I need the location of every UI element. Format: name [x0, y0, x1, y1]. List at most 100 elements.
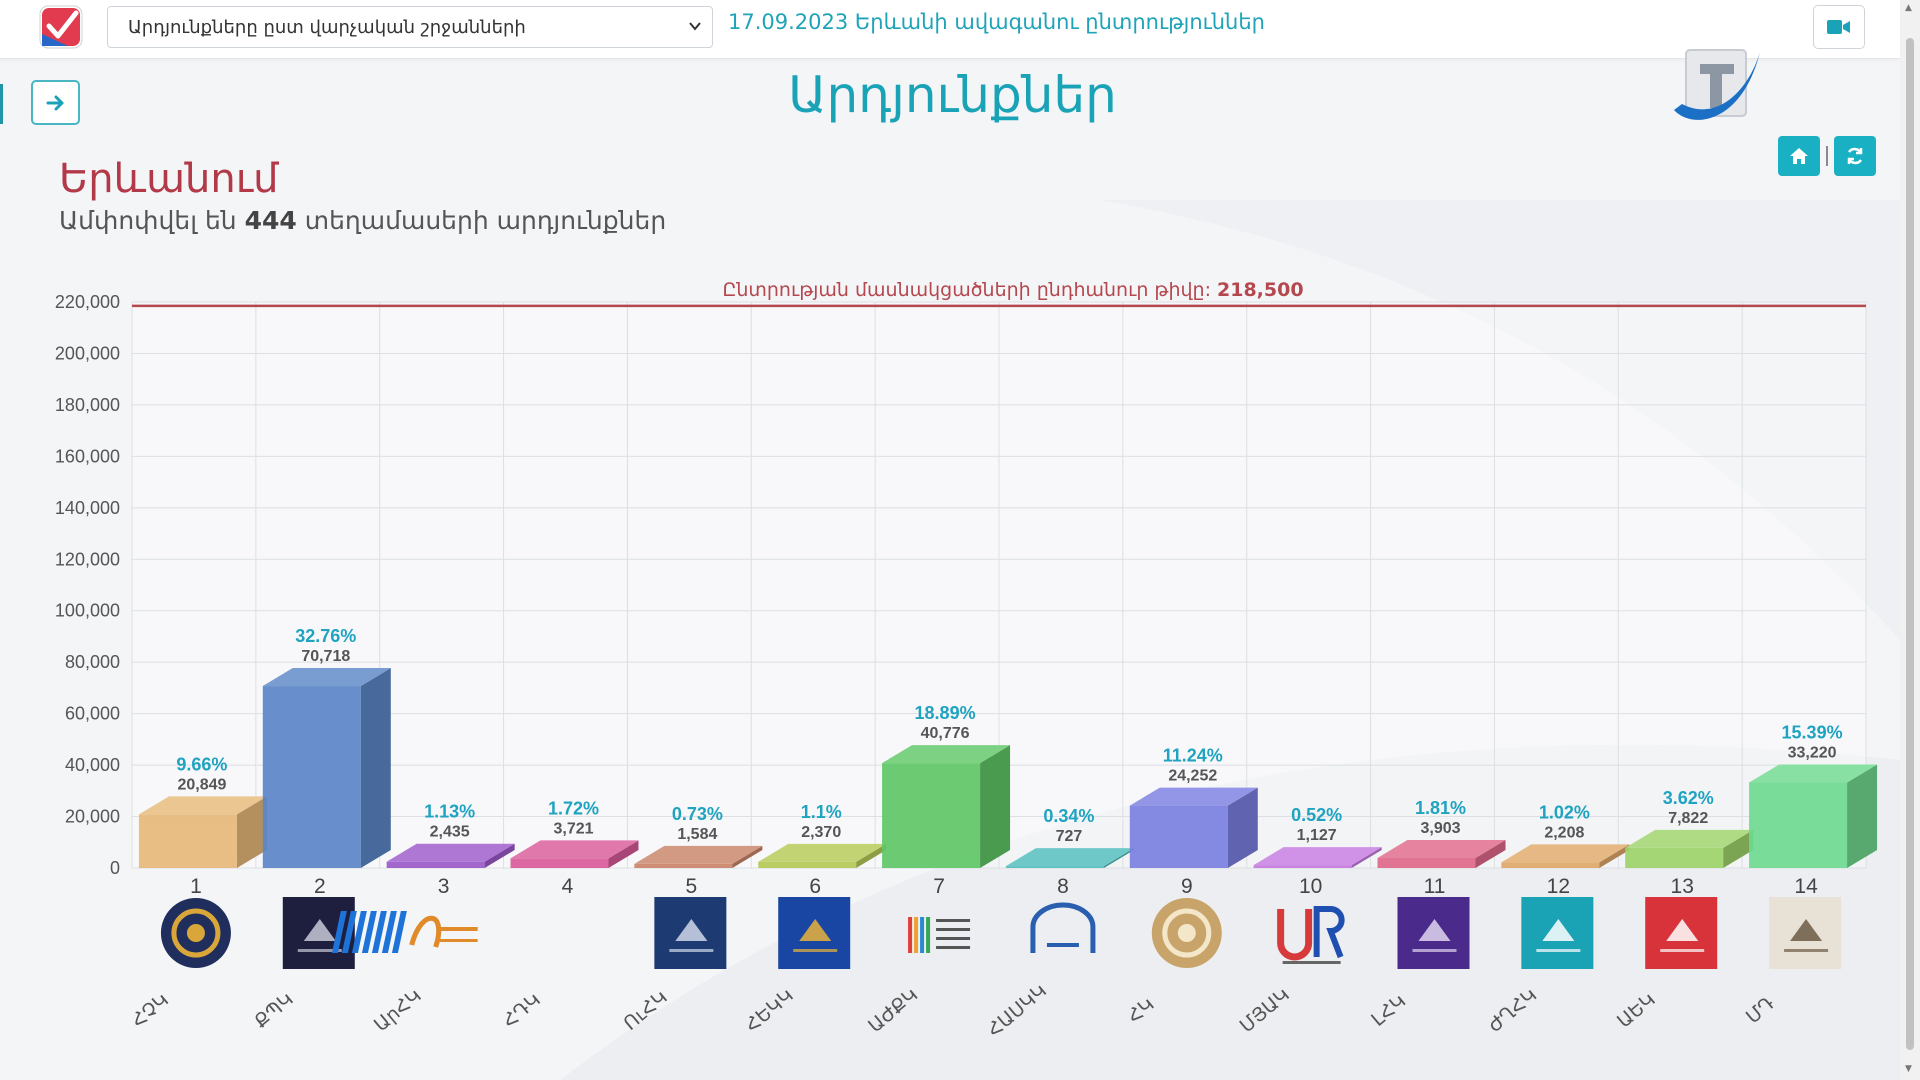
side-panel-edge[interactable] — [0, 84, 3, 124]
bar-side — [1723, 829, 1754, 868]
bar-front — [138, 814, 237, 868]
bar-value-label: 2,208 — [1544, 824, 1584, 841]
teal-square-logo-icon — [1521, 897, 1594, 969]
bar-side — [732, 845, 763, 868]
bar-side — [608, 840, 639, 868]
logo-detail — [331, 911, 347, 953]
home-button[interactable] — [1778, 136, 1820, 176]
scrollbar-thumb[interactable] — [1906, 38, 1914, 1050]
category-number: 5 — [686, 875, 698, 898]
bar-side — [856, 843, 887, 868]
tv-channel-logo-icon — [1674, 49, 1760, 120]
party-abbreviation: ՀԵԿԿ — [741, 984, 798, 1036]
bar-group: 3.62% 7,822 13 ԱԵԿ — [1613, 788, 1754, 1032]
bar-front — [1625, 847, 1724, 868]
bar-front — [262, 686, 361, 868]
y-tick-label: 140,000 — [55, 498, 120, 518]
logo-detail — [669, 949, 714, 952]
summary-count: 444 — [244, 206, 297, 235]
bar-top — [386, 843, 515, 862]
bar-top — [1501, 844, 1630, 863]
logo-detail — [936, 919, 971, 922]
top-bar: Արդյունքները ըստ վարչական շրջանների 17.0… — [0, 0, 1900, 59]
bar-side — [1599, 844, 1630, 868]
bar-value-label: 1,584 — [677, 826, 717, 843]
logo-detail — [908, 917, 913, 953]
category-number: 7 — [933, 875, 945, 898]
bar-top — [882, 745, 1011, 764]
total-participants-caption: Ընտրության մասնակցածների ընդհանուր թիվը: — [722, 279, 1217, 301]
bar-top — [1253, 847, 1382, 866]
video-camera-icon — [1827, 20, 1850, 34]
round-gold-emblem-icon — [160, 898, 231, 968]
bar-top — [1377, 839, 1506, 858]
round-ornament-logo-icon — [1151, 898, 1222, 968]
party-abbreviation: ՄԴ — [1742, 993, 1779, 1029]
bar-front — [1129, 805, 1228, 868]
bar-value-label: 70,718 — [301, 648, 350, 665]
y-tick-label: 160,000 — [55, 446, 120, 466]
bar-side — [1847, 764, 1878, 868]
scroll-down-arrow-icon[interactable]: ▼ — [1905, 1064, 1912, 1074]
party-abbreviation: ՔՊԿ — [250, 988, 297, 1033]
bar-percent-label: 32.76% — [295, 626, 356, 646]
logo-detail — [1536, 949, 1581, 952]
logo-detail — [936, 928, 971, 931]
expand-panel-button[interactable] — [31, 80, 80, 125]
category-number: 8 — [1057, 875, 1069, 898]
bar-value-label: 24,252 — [1168, 768, 1217, 785]
logo-detail — [1177, 924, 1196, 942]
y-tick-label: 20,000 — [65, 807, 120, 827]
bar-percent-label: 1.81% — [1415, 798, 1466, 818]
bar-side — [236, 796, 267, 868]
precincts-summary: Ամփոփվել են 444 տեղամասերի արդյունքներ — [59, 206, 666, 235]
bar-top — [262, 668, 391, 687]
category-number: 12 — [1547, 875, 1570, 898]
bar-percent-label: 0.52% — [1291, 805, 1342, 825]
page-scrollbar[interactable]: ▲ ▼ — [1900, 0, 1920, 1080]
logo-detail — [936, 937, 971, 940]
logo-detail — [303, 919, 336, 941]
logo-detail — [409, 915, 442, 948]
bar-front — [758, 861, 857, 868]
checkmark-logo-icon[interactable] — [38, 4, 84, 50]
purple-square-logo-icon — [1397, 897, 1470, 969]
bar-value-label: 1,127 — [1297, 827, 1337, 844]
logo-detail — [371, 911, 387, 953]
chevron-down-icon — [689, 22, 701, 31]
bar-group: 15.39% 33,220 14 ՄԴ — [1742, 723, 1878, 1029]
bar-side — [360, 668, 391, 868]
bar-percent-label: 1.02% — [1539, 802, 1590, 822]
party-abbreviation: ԼՀԿ — [1367, 990, 1410, 1031]
logo-detail — [341, 911, 357, 953]
party-abbreviation: ԱԺՔԿ — [864, 984, 922, 1038]
video-button[interactable] — [1813, 5, 1865, 49]
bar-value-label: 2,370 — [801, 824, 841, 841]
category-number: 14 — [1794, 875, 1818, 898]
bar-value-label: 7,822 — [1668, 810, 1708, 827]
bar-front — [510, 858, 609, 868]
category-number: 13 — [1671, 875, 1694, 898]
logo-detail — [799, 919, 832, 941]
bar-top — [1129, 787, 1258, 806]
summary-prefix: Ամփոփվել են — [59, 206, 237, 235]
logo-detail — [675, 919, 708, 941]
scroll-up-arrow-icon[interactable]: ▲ — [1905, 3, 1912, 13]
refresh-icon — [1847, 147, 1863, 165]
bar-percent-label: 1.13% — [424, 802, 475, 822]
y-tick-label: 40,000 — [65, 755, 120, 775]
region-select[interactable]: Արդյունքները ըստ վարչական շրջանների — [107, 6, 713, 48]
bar-front — [1253, 865, 1352, 868]
party-abbreviation: ՀԴԿ — [499, 989, 545, 1033]
logo-detail — [1282, 961, 1341, 964]
logo-detail — [391, 911, 407, 953]
bar-top — [1625, 829, 1754, 848]
bar-group: 9.66% 20,849 1 ՀՉԿ — [127, 754, 267, 1032]
logo-detail — [1030, 902, 1096, 953]
bar-front — [1377, 857, 1476, 868]
bar-percent-label: 1.72% — [548, 798, 599, 818]
logo-detail — [1046, 943, 1079, 947]
refresh-button[interactable] — [1834, 136, 1876, 176]
y-tick-label: 200,000 — [55, 343, 120, 363]
